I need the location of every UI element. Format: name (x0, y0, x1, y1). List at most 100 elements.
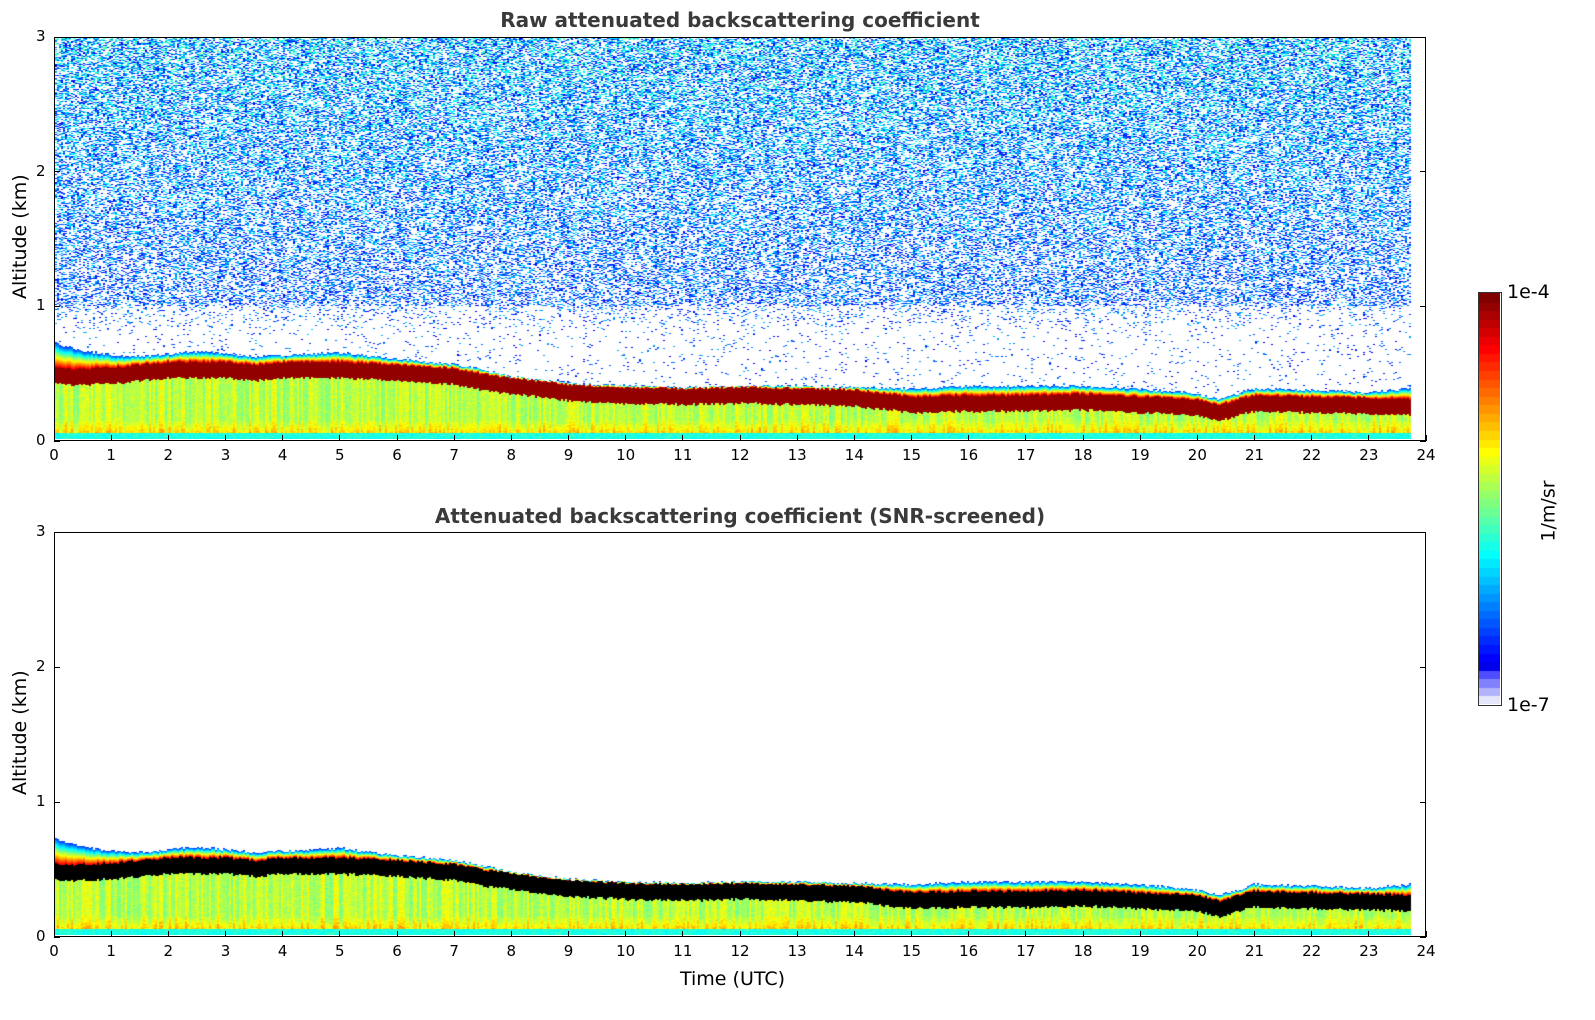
top-x-tick-label: 17 (1016, 446, 1036, 464)
top-x-tick-label: 14 (844, 446, 864, 464)
bottom-x-tick-label: 11 (673, 942, 693, 960)
colorbar-unit-label: 1/m/sr (1537, 480, 1560, 542)
bottom-x-tick-label: 16 (959, 942, 979, 960)
top-x-tick-label: 16 (959, 446, 979, 464)
top-x-tick-label: 24 (1416, 446, 1436, 464)
bottom-y-tick (1420, 531, 1426, 533)
bottom-y-axis-label: Altitude (km) (9, 670, 31, 795)
top-x-tick (510, 435, 512, 441)
top-x-tick (167, 435, 169, 441)
top-x-tick-label: 0 (49, 446, 59, 464)
bottom-x-tick (1254, 931, 1255, 937)
bottom-x-tick-label: 4 (277, 942, 288, 960)
top-y-tick (54, 171, 60, 173)
bottom-y-tick (54, 666, 60, 668)
top-x-tick-label: 9 (563, 446, 574, 464)
bottom-x-tick (796, 931, 798, 937)
top-x-tick-label: 1 (106, 446, 116, 464)
top-x-tick (453, 435, 455, 441)
top-x-tick (739, 435, 741, 441)
bottom-x-tick-label: 23 (1359, 942, 1379, 960)
bottom-x-tick (968, 931, 970, 937)
colorbar-max-label: 1e-4 (1507, 281, 1550, 303)
top-y-tick-label: 0 (36, 431, 46, 449)
top-x-tick-label: 8 (506, 446, 517, 464)
bottom-x-tick (1368, 931, 1370, 937)
top-x-tick (339, 435, 341, 441)
top-x-tick (1368, 435, 1370, 441)
bottom-y-tick (54, 801, 60, 803)
top-x-tick (1139, 435, 1141, 441)
bottom-y-tick-label: 1 (36, 792, 46, 810)
top-x-tick (53, 435, 55, 441)
bottom-x-tick (1425, 931, 1427, 937)
bottom-x-tick-label: 8 (506, 942, 517, 960)
top-x-tick-label: 15 (901, 446, 922, 464)
bottom-x-tick (53, 931, 55, 937)
bottom-x-tick (625, 931, 627, 937)
bottom-x-tick-label: 6 (392, 942, 402, 960)
top-y-tick-label: 3 (36, 27, 46, 45)
top-x-tick (225, 435, 226, 441)
top-x-tick-label: 18 (1073, 446, 1093, 464)
top-x-tick-label: 6 (392, 446, 402, 464)
top-x-tick-label: 12 (730, 446, 750, 464)
bottom-y-tick (1420, 801, 1426, 803)
top-x-tick-label: 5 (335, 446, 345, 464)
top-x-tick (853, 435, 855, 441)
top-x-tick-label: 10 (616, 446, 636, 464)
top-x-tick-label: 20 (1187, 446, 1207, 464)
bottom-x-tick-label: 22 (1302, 942, 1322, 960)
bottom-x-tick (1025, 931, 1027, 937)
bottom-x-tick-label: 18 (1073, 942, 1093, 960)
bottom-heatmap-canvas (55, 533, 1424, 935)
top-x-tick (568, 435, 569, 441)
top-y-tick (1420, 36, 1426, 38)
bottom-x-tick-label: 21 (1244, 942, 1265, 960)
bottom-x-tick-label: 3 (220, 942, 231, 960)
top-x-tick-label: 19 (1130, 446, 1150, 464)
bottom-x-tick-label: 14 (844, 942, 864, 960)
top-y-tick (54, 36, 60, 38)
bottom-chart-title: Attenuated backscattering coefficient (S… (434, 504, 1046, 528)
bottom-x-tick (453, 931, 455, 937)
top-y-tick-label: 2 (36, 161, 46, 180)
bottom-x-tick (682, 931, 684, 937)
bottom-x-tick-label: 10 (616, 942, 636, 960)
top-x-tick-label: 11 (673, 446, 693, 464)
bottom-x-tick (1311, 931, 1313, 937)
top-heatmap-plot (54, 37, 1426, 441)
top-heatmap-canvas (55, 38, 1424, 439)
top-x-tick (682, 435, 684, 441)
colorbar (1478, 292, 1502, 706)
bottom-y-tick (54, 531, 60, 533)
bottom-x-tick-label: 2 (163, 942, 174, 960)
top-y-tick (1420, 171, 1426, 173)
bottom-y-tick (54, 936, 60, 938)
bottom-x-tick-label: 24 (1416, 942, 1436, 960)
colorbar-min-label: 1e-7 (1507, 694, 1550, 716)
top-x-tick (1025, 435, 1027, 441)
bottom-x-tick (510, 931, 512, 937)
top-y-axis-label: Altitude (km) (9, 174, 31, 299)
bottom-y-tick (1420, 666, 1426, 668)
top-x-tick (1311, 435, 1313, 441)
bottom-x-tick-label: 13 (787, 942, 807, 960)
bottom-x-tick-label: 1 (106, 942, 116, 960)
top-x-tick-label: 22 (1302, 446, 1322, 464)
top-y-tick-label: 1 (36, 296, 46, 315)
top-y-tick (1420, 305, 1426, 307)
bottom-x-tick (1139, 931, 1141, 937)
bottom-x-tick (396, 931, 398, 937)
bottom-x-tick (1082, 931, 1084, 937)
bottom-x-tick-label: 12 (730, 942, 750, 960)
top-x-tick-label: 23 (1359, 446, 1379, 464)
bottom-x-tick (568, 931, 569, 937)
bottom-y-tick (1420, 936, 1426, 938)
top-x-tick-label: 3 (220, 446, 231, 464)
bottom-x-tick (167, 931, 169, 937)
bottom-x-tick (853, 931, 855, 937)
top-x-tick (110, 435, 112, 441)
top-x-tick-label: 2 (163, 446, 174, 464)
top-x-tick-label: 4 (277, 446, 288, 464)
